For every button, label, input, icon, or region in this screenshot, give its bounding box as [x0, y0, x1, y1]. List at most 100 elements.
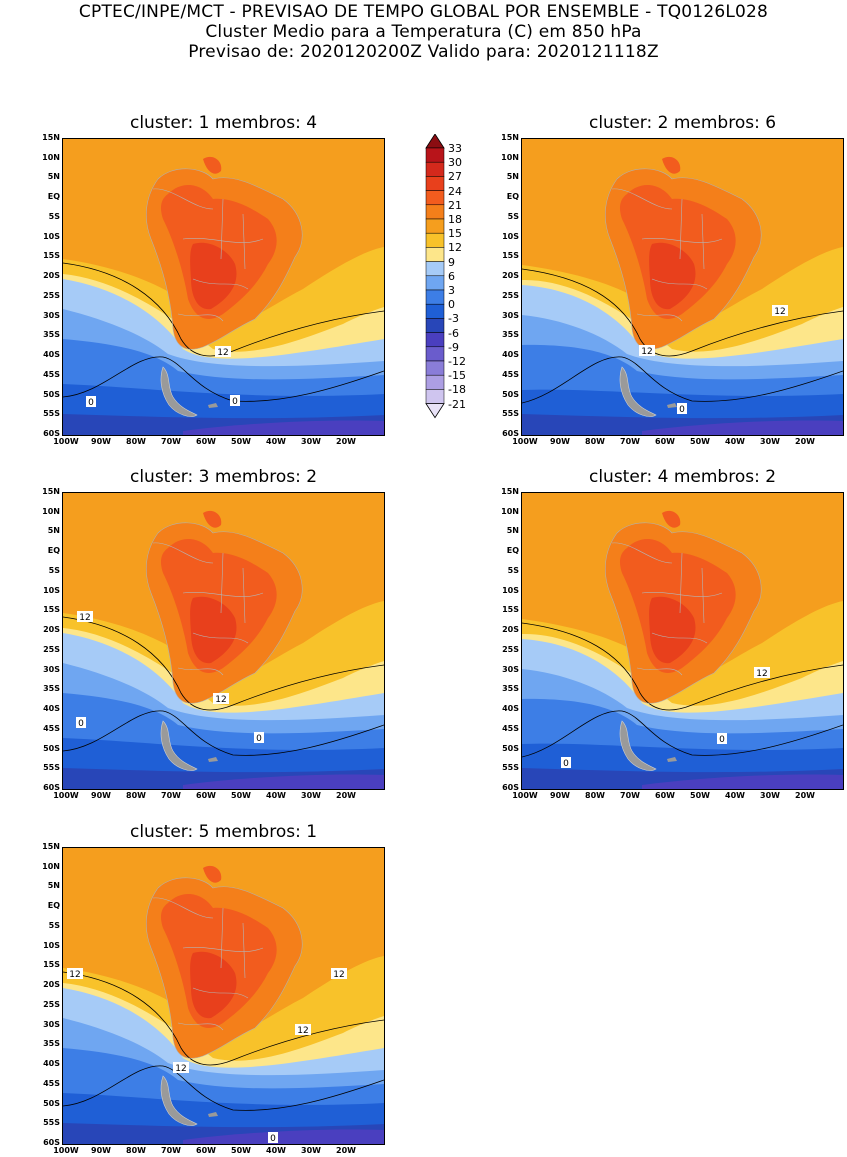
- colorbar-swatch: [425, 176, 445, 191]
- longitude-label: 60W: [655, 437, 675, 446]
- contour-label: 12: [67, 968, 83, 980]
- colorbar-label: 6: [448, 269, 455, 283]
- longitude-label: 80W: [126, 791, 146, 800]
- colorbar-label: -12: [448, 355, 466, 368]
- panel-title-cluster-3: cluster: 3 membros: 2: [129, 467, 318, 487]
- latitude-label: 30S: [43, 1019, 60, 1029]
- svg-text:12: 12: [333, 970, 344, 980]
- colorbar-swatch: [425, 218, 445, 234]
- longitude-label: 50W: [231, 791, 251, 800]
- latitude-label: 10N: [501, 152, 519, 162]
- svg-text:0: 0: [270, 1134, 276, 1144]
- svg-text:12: 12: [69, 970, 80, 980]
- contour-label: 12: [772, 305, 788, 317]
- longitude-label: 70W: [161, 791, 181, 800]
- colorbar-swatch: [425, 346, 445, 362]
- svg-text:12: 12: [297, 1026, 308, 1036]
- latitude-label: 55S: [502, 409, 519, 419]
- colorbar-label: 15: [448, 227, 462, 241]
- latitude-label: 15N: [501, 133, 519, 142]
- latitude-label: 10N: [42, 152, 60, 162]
- longitude-label: 80W: [126, 1146, 146, 1155]
- latitude-label: 50S: [502, 389, 519, 399]
- latitude-label: 10S: [502, 231, 519, 241]
- latitude-label: 15S: [43, 251, 60, 261]
- svg-text:12: 12: [215, 695, 226, 705]
- contour-label: 12: [77, 611, 93, 623]
- svg-text:12: 12: [79, 613, 90, 623]
- colorbar-swatch: [425, 332, 445, 348]
- latitude-label: 50S: [43, 389, 60, 399]
- longitude-label: 60W: [655, 791, 675, 800]
- latitude-label: 55S: [502, 763, 519, 773]
- longitude-label: 20W: [795, 437, 815, 446]
- latitude-label: 25S: [43, 999, 60, 1009]
- latitude-label: 5N: [506, 172, 519, 182]
- svg-text:12: 12: [756, 669, 767, 679]
- contour-label: 12: [639, 345, 655, 357]
- latitude-label: 5N: [47, 881, 60, 891]
- colorbar-label: -21: [448, 397, 466, 411]
- colorbar-label: 21: [448, 198, 462, 212]
- latitude-label: 10S: [43, 231, 60, 241]
- svg-text:12: 12: [774, 307, 785, 317]
- panel-title-cluster-1: cluster: 1 membros: 4: [129, 113, 318, 133]
- svg-text:0: 0: [719, 735, 725, 745]
- latitude-label: 45S: [43, 1078, 60, 1088]
- latitude-label: EQ: [506, 192, 519, 202]
- map-panel-cluster-3: 12 12 0 0: [62, 492, 385, 790]
- latitude-label: 20S: [502, 625, 519, 635]
- contour-label: 0: [230, 395, 240, 407]
- latitude-label: 15S: [502, 251, 519, 261]
- contour-label: 0: [86, 396, 96, 408]
- colorbar-label: -6: [448, 326, 459, 340]
- colorbar-swatch: [425, 190, 445, 206]
- longitude-label: 100W: [512, 437, 538, 446]
- longitude-label: 70W: [620, 437, 640, 446]
- colorbar-label: -9: [448, 340, 459, 354]
- latitude-label: 10N: [42, 861, 60, 871]
- longitude-label: 20W: [336, 437, 356, 446]
- longitude-label: 60W: [196, 437, 216, 446]
- latitude-label: 55S: [43, 1118, 60, 1128]
- panel-title-cluster-4: cluster: 4 membros: 2: [588, 467, 777, 487]
- latitude-label: 15N: [42, 487, 60, 496]
- longitude-label: 90W: [91, 791, 111, 800]
- temperature-map: 12 12 0 0: [63, 493, 384, 789]
- latitude-label: 55S: [43, 409, 60, 419]
- latitude-label: 5S: [48, 565, 60, 575]
- colorbar-label: 24: [448, 184, 462, 198]
- temperature-map: 12 12 12 12 0: [63, 848, 384, 1144]
- map-panel-cluster-4: 12 0 0: [521, 492, 844, 790]
- longitude-label: 70W: [161, 437, 181, 446]
- longitude-label: 50W: [690, 791, 710, 800]
- latitude-label: 25S: [502, 290, 519, 300]
- colorbar-swatch: [425, 303, 445, 319]
- latitude-label: 30S: [502, 310, 519, 320]
- svg-text:0: 0: [563, 759, 569, 769]
- longitude-label: 60W: [196, 791, 216, 800]
- longitude-label: 100W: [512, 791, 538, 800]
- panel-title-cluster-2: cluster: 2 membros: 6: [588, 113, 777, 133]
- colorbar-scale: [425, 133, 445, 419]
- latitude-label: 30S: [502, 664, 519, 674]
- contour-label: 12: [331, 968, 347, 980]
- longitude-label: 50W: [231, 437, 251, 446]
- longitude-label: 50W: [690, 437, 710, 446]
- latitude-label: 15N: [42, 842, 60, 851]
- longitude-label: 40W: [725, 791, 745, 800]
- longitude-label: 20W: [336, 1146, 356, 1155]
- contour-label: 0: [677, 403, 687, 415]
- latitude-label: 40S: [502, 350, 519, 360]
- longitude-label: 30W: [301, 437, 321, 446]
- svg-text:0: 0: [256, 734, 262, 744]
- latitude-label: 35S: [502, 684, 519, 694]
- latitude-label: 5S: [48, 211, 60, 221]
- latitude-label: 45S: [43, 369, 60, 379]
- contour-label: 12: [754, 667, 770, 679]
- contour-label: 0: [561, 757, 571, 769]
- latitude-label: 60S: [502, 783, 519, 792]
- contour-label: 0: [268, 1132, 278, 1144]
- colorbar-swatch: [425, 275, 445, 291]
- map-panel-cluster-2: 12 12 0: [521, 138, 844, 436]
